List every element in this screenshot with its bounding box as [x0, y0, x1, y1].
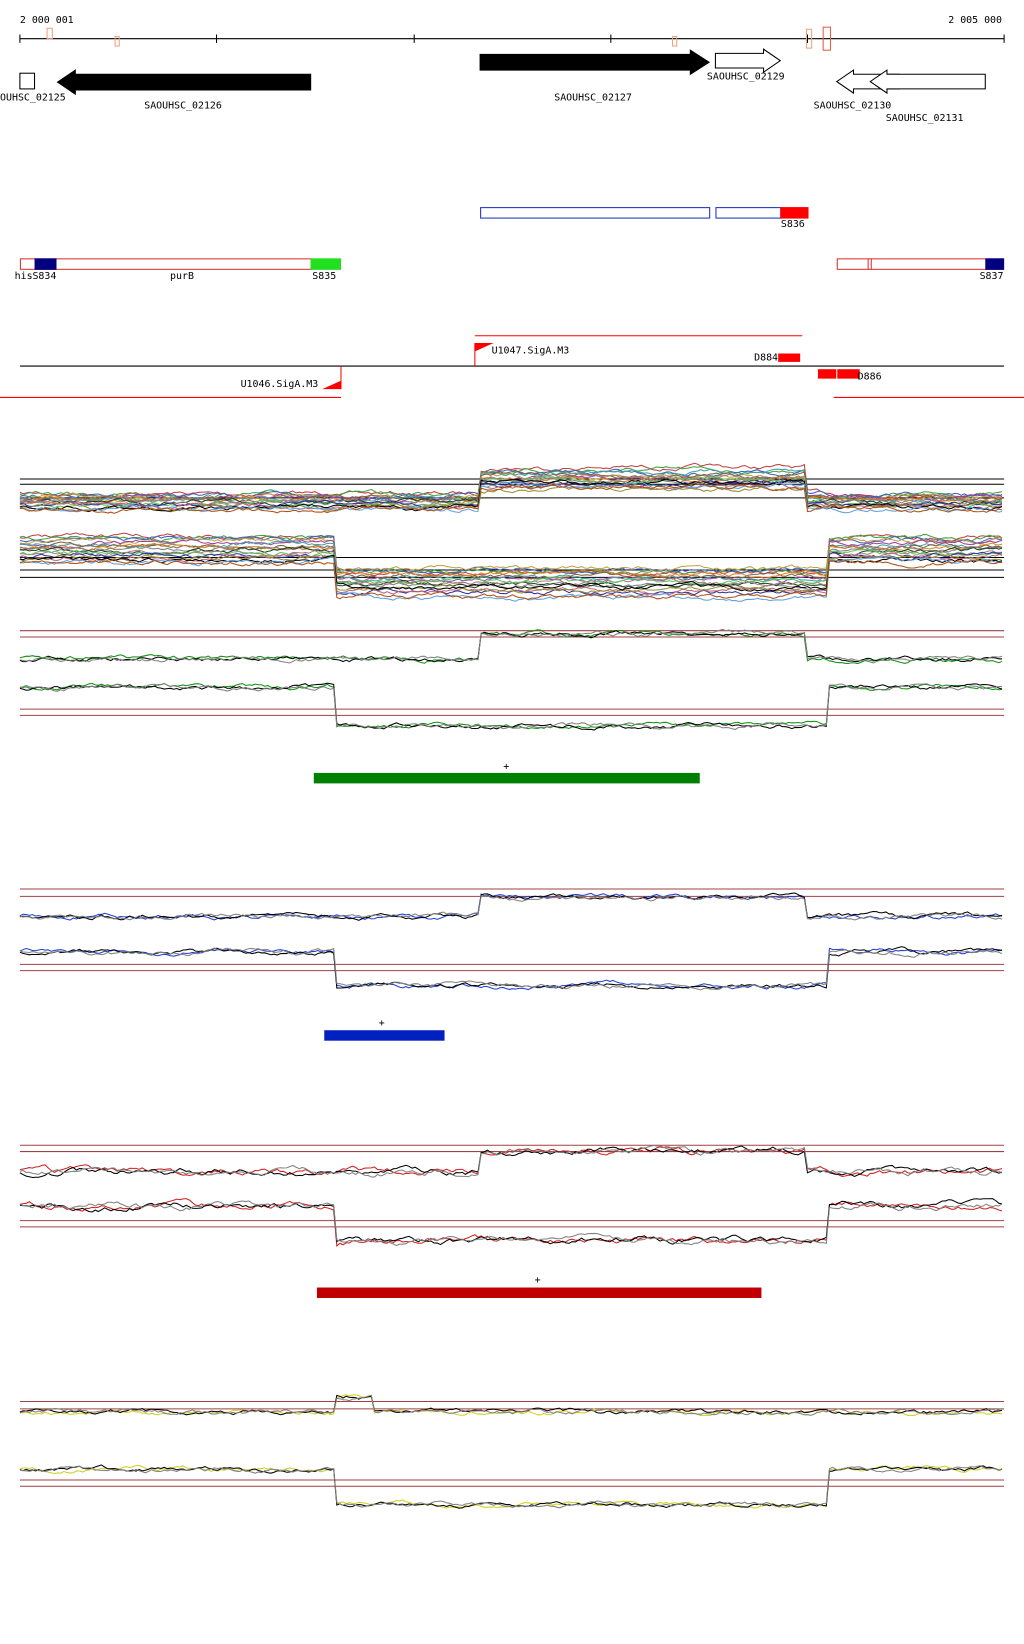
- feature-label: S835: [312, 271, 336, 282]
- gene-label: SAOUHSC_02127: [554, 92, 632, 103]
- expression-trace: [19, 559, 1003, 600]
- condition-bar: [316, 1287, 762, 1298]
- expression-trace: [19, 554, 1003, 594]
- expression-tracks: [19, 462, 1005, 1509]
- feature-label: S836: [781, 219, 805, 230]
- expression-trace: [19, 552, 1003, 596]
- expression-trace: [19, 1464, 1003, 1509]
- expression-trace: [19, 1465, 1003, 1509]
- condition-marker: +: [535, 1275, 541, 1286]
- expression-trace: [19, 628, 1003, 664]
- condition-bar: [324, 1030, 445, 1041]
- expression-trace: [19, 1394, 1003, 1416]
- expression-trace: [19, 892, 1003, 921]
- expression-trace: [19, 1394, 1003, 1416]
- expression-trace: [19, 554, 1003, 592]
- expression-trace: [19, 947, 1003, 991]
- expression-trace: [19, 1200, 1003, 1247]
- feature-label: S834: [32, 271, 56, 282]
- expression-trace: [19, 946, 1003, 990]
- expression-trace: [19, 947, 1003, 991]
- gene-label: SAOUHSC_02126: [144, 101, 222, 112]
- regulator-label: D886: [858, 372, 882, 383]
- expression-trace: [19, 682, 1003, 730]
- condition-marker: +: [379, 1018, 385, 1029]
- expression-trace: [19, 1144, 1003, 1178]
- expression-trace: [19, 536, 1003, 573]
- expression-trace: [19, 534, 1003, 575]
- gene-label: OUHSC_02125: [0, 92, 66, 103]
- expression-trace: [19, 472, 1003, 502]
- gene-label: SAOUHSC_02130: [814, 101, 892, 112]
- feature-label: S837: [980, 271, 1004, 282]
- ruler-start: 2 000 001: [20, 15, 74, 26]
- expression-trace: [19, 1145, 1003, 1179]
- expression-trace: [19, 1198, 1003, 1246]
- expression-trace: [19, 474, 1003, 503]
- expression-trace: [19, 1394, 1003, 1416]
- feature-shapes: [19, 207, 1005, 270]
- expression-trace: [19, 539, 1003, 584]
- expression-trace: [19, 1146, 1003, 1177]
- expression-trace: [19, 482, 1003, 514]
- expression-trace: [19, 1198, 1003, 1247]
- regulator-label: D884: [754, 353, 778, 364]
- feature-label: purB: [170, 271, 194, 282]
- regulator-label: U1046.SigA.M3: [241, 379, 319, 390]
- ruler: [19, 34, 1005, 43]
- condition-marker: +: [503, 762, 509, 773]
- expression-trace: [19, 542, 1003, 579]
- expression-trace: [19, 682, 1003, 730]
- expression-trace: [19, 468, 1003, 501]
- expression-trace: [19, 682, 1003, 731]
- expression-trace: [19, 549, 1003, 586]
- regulator-shapes: [0, 335, 1024, 398]
- ruler-end: 2 005 000: [948, 15, 1002, 26]
- expression-trace: [19, 894, 1003, 921]
- regulator-label: U1047.SigA.M3: [492, 345, 570, 356]
- ruler-marks: [46, 26, 832, 51]
- gene-label: SAOUHSC_02131: [886, 113, 964, 124]
- expression-trace: [19, 478, 1003, 512]
- gene-shapes: [19, 48, 986, 96]
- gene-label: SAOUHSC_02129: [707, 71, 785, 82]
- condition-bar: [313, 772, 700, 784]
- feature-label: his: [15, 271, 33, 282]
- expression-trace: [19, 481, 1003, 514]
